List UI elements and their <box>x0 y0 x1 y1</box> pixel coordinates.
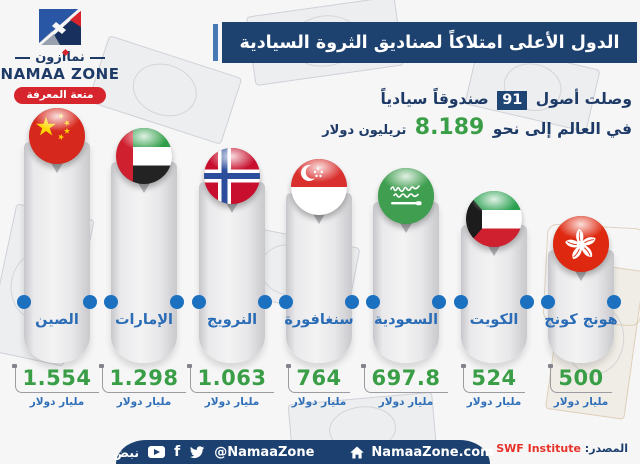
country-name: الصين <box>35 312 79 328</box>
value-uae: 1.298 مليار دولار <box>99 363 189 409</box>
flag-kuwait-icon <box>466 191 522 247</box>
country-name: هونج كونج <box>544 312 618 328</box>
value-norway: 1.063 مليار دولار <box>187 363 277 409</box>
flag-singapore-icon <box>291 159 347 215</box>
pillar-dot-right <box>170 295 184 309</box>
total-assets-value: 8.189 <box>414 115 485 140</box>
brand-arabic-name: نماازون <box>35 50 85 65</box>
pillar-dot-right <box>258 295 272 309</box>
value-number: 697.8 <box>371 366 441 390</box>
flag-china-icon <box>29 108 85 164</box>
stats-line2-pre: في العالم إلى نحو <box>492 120 632 138</box>
twitter-icon <box>190 445 205 458</box>
country-name: الإمارات <box>114 312 174 328</box>
page-title: الدول الأعلى امتلاكاً لصناديق الثروة الس… <box>222 22 637 63</box>
value-saudi-arabia: 697.8 مليار دولار <box>361 363 451 409</box>
youtube-icon <box>148 446 166 458</box>
source-value: SWF Institute <box>496 442 581 455</box>
value-unit: مليار دولار <box>29 396 85 409</box>
namaa-zone-logo-mark-icon <box>36 4 84 48</box>
brand-arabic-row: نماازون <box>0 50 120 65</box>
flag-norway-icon <box>204 148 260 204</box>
country-name: السعودية <box>373 312 439 328</box>
nabd-label: نبض <box>112 444 140 460</box>
twitter-handle: @NamaaZone <box>214 444 315 460</box>
source-line: المصدر: SWF Institute <box>496 442 628 455</box>
facebook-icon: f <box>174 444 181 460</box>
pillar-dot-left <box>192 295 206 309</box>
balloon-gloss <box>466 191 522 247</box>
pillar-dot-left <box>366 295 380 309</box>
website-label: NamaaZone.com <box>371 444 494 460</box>
pillar-kuwait: الكويت <box>454 191 534 363</box>
stats-line1-pre: وصلت أصول <box>535 90 632 108</box>
flag-uae-icon <box>116 128 172 184</box>
value-number: 500 <box>558 366 604 390</box>
pillar-dot-left <box>454 295 468 309</box>
value-number: 1.554 <box>22 366 92 390</box>
pillar-dot-right <box>345 295 359 309</box>
value-number: 1.298 <box>109 366 179 390</box>
brand-dash-left <box>89 56 105 59</box>
pillar-dot-left <box>541 295 555 309</box>
social-group: نبض f @NamaaZone <box>112 445 314 460</box>
pillar-saudi-arabia: السعودية <box>366 168 446 363</box>
value-china: 1.554 مليار دولار <box>12 363 102 409</box>
value-unit: مليار دولار <box>291 396 347 409</box>
balloon-gloss <box>378 168 434 224</box>
home-icon <box>350 446 365 458</box>
value-unit: مليار دولار <box>204 396 260 409</box>
value-unit: مليار دولار <box>553 396 609 409</box>
country-name: سنغافورة <box>284 312 354 328</box>
value-unit: مليار دولار <box>116 396 172 409</box>
pillar-norway: النرويج <box>192 148 272 363</box>
namaa-zone-logo: نماازون NAMAA ZONE متعة المعرفة <box>0 4 120 104</box>
pillar-dot-right <box>520 295 534 309</box>
value-singapore: 764 مليار دولار <box>274 363 364 409</box>
balloon-gloss <box>29 108 85 164</box>
source-label: المصدر: <box>584 442 628 455</box>
stats-block: وصلت أصول 91 صندوقاً سيادياً في العالم إ… <box>322 90 632 140</box>
fund-count-badge: 91 <box>497 91 528 110</box>
value-kuwait: 524 مليار دولار <box>449 363 539 409</box>
brand-tagline: متعة المعرفة <box>14 87 106 104</box>
website-group: NamaaZone.com <box>350 444 494 460</box>
balloon-gloss <box>553 216 609 272</box>
balloon-gloss <box>291 159 347 215</box>
stats-line2: في العالم إلى نحو 8.189 تريليون دولار <box>322 115 632 140</box>
value-hong-kong: 500 مليار دولار <box>536 363 626 409</box>
pillar-china: الصين <box>17 108 97 363</box>
banner-accent-bar <box>213 24 218 61</box>
value-number: 524 <box>471 366 517 390</box>
pillar-dot-right <box>83 295 97 309</box>
stats-line2-post: تريليون دولار <box>322 123 407 138</box>
pillar-dot-left <box>17 295 31 309</box>
pillar-hong-kong: هونج كونج <box>541 216 621 363</box>
pillar-dot-right <box>432 295 446 309</box>
flag-saudi-arabia-icon <box>378 168 434 224</box>
stats-line1: وصلت أصول 91 صندوقاً سيادياً <box>322 90 632 110</box>
value-unit: مليار دولار <box>378 396 434 409</box>
value-unit: مليار دولار <box>466 396 522 409</box>
pillar-singapore: سنغافورة <box>279 159 359 363</box>
balloon-gloss <box>116 128 172 184</box>
balloon-gloss <box>204 148 260 204</box>
flag-hong-kong-icon <box>553 216 609 272</box>
pillar-uae: الإمارات <box>104 128 184 363</box>
value-number: 764 <box>296 366 342 390</box>
brand-latin-name: NAMAA ZONE <box>0 65 120 83</box>
pillar-dot-left <box>279 295 293 309</box>
brand-dash-right <box>15 56 31 59</box>
pillar-dot-right <box>607 295 621 309</box>
footer-bar: نبض f @NamaaZone NamaaZone.com <box>112 440 494 464</box>
country-name: الكويت <box>469 312 519 328</box>
pillar-dot-left <box>104 295 118 309</box>
value-number: 1.063 <box>197 366 267 390</box>
stats-line1-post: صندوقاً سيادياً <box>380 90 489 108</box>
country-name: النرويج <box>206 312 258 328</box>
